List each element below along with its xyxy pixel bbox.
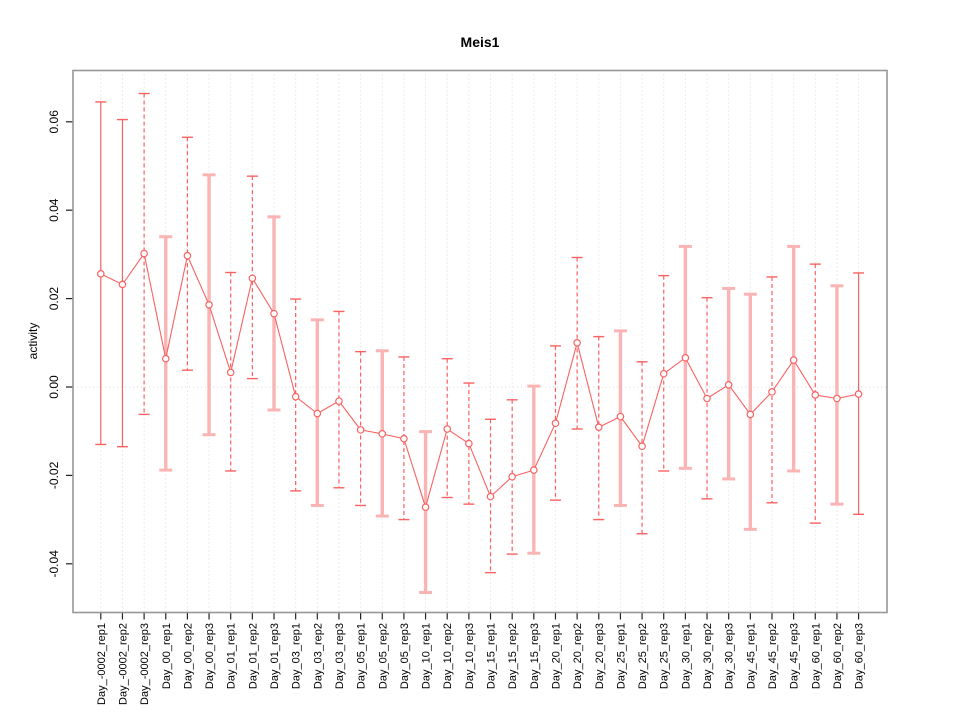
data-point	[161, 354, 170, 363]
x-tick-label: Day_45_rep2	[767, 623, 779, 689]
plot-border	[72, 69, 888, 614]
x-tick-label: Day_03_rep1	[291, 623, 303, 689]
x-tick-label: Day_10_rep3	[464, 623, 476, 689]
data-point	[724, 380, 733, 389]
y-tick-label: 0.06	[47, 110, 61, 134]
data-point	[551, 419, 560, 428]
data-point	[681, 354, 690, 362]
x-tick-label: Day_03_rep3	[334, 623, 346, 689]
y-tick-label: 0.04	[47, 198, 61, 222]
x-tick-label: Day_30_rep2	[702, 623, 714, 689]
data-point	[97, 270, 105, 278]
data-point	[594, 423, 603, 432]
data-point	[421, 503, 430, 512]
x-tick-label: Day_60_rep2	[832, 623, 844, 689]
data-point	[443, 425, 452, 433]
x-tick-label: Day_45_rep1	[745, 623, 757, 689]
x-tick-label: Day_15_rep3	[529, 623, 541, 689]
data-point	[811, 391, 820, 399]
x-tick-label: Day_30_rep1	[680, 623, 692, 689]
x-tick-label: Day_00_rep2	[182, 623, 194, 689]
y-tick-label: -0.04	[47, 550, 61, 578]
y-axis-tick-labels: 0.06 0.04 0.02 0.00 -0.02 -0.04	[47, 110, 61, 578]
x-tick-label: Day_-0002_rep2	[117, 623, 129, 705]
x-tick-label: Day_45_rep3	[789, 623, 801, 689]
data-point	[248, 274, 257, 283]
data-points	[97, 249, 863, 512]
x-tick-label: Day_01_rep1	[226, 623, 238, 689]
data-point	[118, 280, 127, 289]
x-tick-label: Day_15_rep2	[507, 623, 519, 689]
x-tick-label: Day_03_rep2	[312, 623, 324, 689]
data-point	[226, 368, 235, 377]
data-point	[465, 439, 473, 448]
x-tick-label: Day_25_rep2	[637, 623, 649, 689]
data-point	[789, 356, 798, 364]
plot-frame	[72, 69, 888, 614]
x-tick-label: Day_05_rep2	[377, 623, 389, 689]
data-point	[205, 300, 213, 309]
y-axis-label: activity	[26, 322, 40, 360]
data-point	[356, 426, 365, 434]
data-point	[400, 434, 408, 443]
vertical-gridlines	[100, 70, 860, 613]
data-point	[768, 388, 776, 396]
data-point	[833, 394, 841, 403]
chart-title: Meis1	[460, 34, 500, 50]
data-point	[703, 394, 711, 403]
data-point	[486, 492, 495, 501]
x-tick-label: Day_10_rep1	[421, 623, 433, 689]
x-tick-label: Day_05_rep1	[356, 623, 368, 689]
data-point	[291, 392, 300, 401]
x-tick-label: Day_15_rep1	[486, 623, 498, 689]
data-point	[616, 412, 625, 421]
data-point	[746, 410, 755, 419]
x-axis-ticks	[100, 612, 860, 620]
x-tick-label: Day_20_rep2	[572, 623, 584, 689]
data-point	[638, 442, 646, 451]
x-tick-label: Day_10_rep2	[442, 623, 454, 689]
data-point	[530, 466, 538, 474]
x-tick-label: Day_05_rep3	[399, 623, 411, 689]
data-point	[659, 369, 668, 378]
x-tick-label: Day_-0002_rep3	[139, 623, 151, 705]
x-tick-label: Day_25_rep1	[615, 623, 627, 689]
error-bars	[95, 92, 865, 595]
x-tick-label: Day_60_rep1	[810, 623, 822, 689]
data-point	[378, 430, 387, 438]
y-tick-label: 0.02	[47, 287, 61, 311]
x-tick-label: Day_-0002_rep1	[96, 623, 108, 705]
x-tick-label: Day_60_rep3	[854, 623, 866, 689]
x-axis-tick-labels: Day_-0002_rep1 Day_-0002_rep2 Day_-0002_re…	[96, 623, 866, 705]
series-line	[100, 252, 859, 510]
x-tick-label: Day_01_rep3	[269, 623, 281, 689]
x-tick-label: Day_20_rep1	[550, 623, 562, 689]
x-tick-label: Day_00_rep3	[204, 623, 216, 689]
y-axis-ticks	[66, 121, 73, 565]
data-point	[335, 397, 343, 405]
data-point	[270, 309, 278, 318]
x-tick-label: Day_00_rep1	[161, 623, 173, 689]
y-tick-label: -0.02	[47, 461, 61, 489]
x-tick-label: Day_20_rep3	[594, 623, 606, 689]
data-point	[854, 390, 863, 398]
data-point	[508, 472, 516, 481]
y-tick-label: 0.00	[47, 375, 61, 399]
x-tick-label: Day_01_rep2	[247, 623, 259, 689]
data-point	[313, 409, 322, 418]
series-polyline	[100, 252, 859, 510]
data-point	[573, 338, 581, 347]
x-tick-label: Day_30_rep3	[724, 623, 736, 689]
data-point	[183, 251, 192, 260]
data-point	[140, 249, 148, 258]
x-tick-label: Day_25_rep3	[659, 623, 671, 689]
